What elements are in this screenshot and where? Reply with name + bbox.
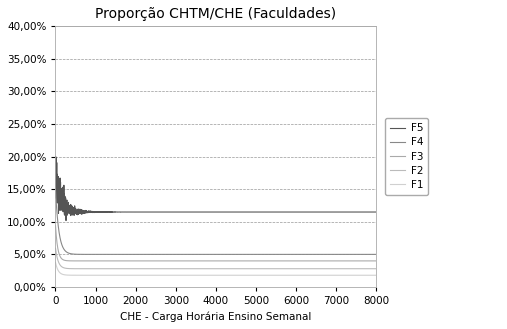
F3 <box>68 259 75 263</box>
F1 <box>151 273 157 277</box>
F5 <box>68 210 75 214</box>
F5 <box>63 218 69 222</box>
F3 <box>307 259 313 263</box>
F3 <box>242 259 248 263</box>
F5 <box>256 210 262 214</box>
F2 <box>307 267 313 271</box>
F3 <box>256 259 262 263</box>
F5 <box>169 210 175 214</box>
F5 <box>291 210 297 214</box>
F2 <box>373 267 379 271</box>
F2 <box>153 267 159 271</box>
F1 <box>169 273 175 277</box>
F2 <box>290 267 296 271</box>
F1 <box>307 273 313 277</box>
F1 <box>68 273 75 277</box>
F3 <box>52 224 58 228</box>
F2 <box>256 267 262 271</box>
F4 <box>68 252 75 256</box>
F4 <box>256 252 262 256</box>
F3 <box>373 259 379 263</box>
F4 <box>373 252 379 256</box>
F2 <box>68 267 75 271</box>
F4 <box>168 252 174 256</box>
Legend: F5, F4, F3, F2, F1: F5, F4, F3, F2, F1 <box>385 118 428 195</box>
F4 <box>242 252 248 256</box>
F5 <box>373 210 379 214</box>
F3 <box>169 259 175 263</box>
F4 <box>307 252 313 256</box>
F2 <box>242 267 248 271</box>
F1 <box>290 273 296 277</box>
F1 <box>242 273 248 277</box>
F3 <box>135 259 141 263</box>
F5 <box>52 165 58 169</box>
Line: F3: F3 <box>55 226 376 261</box>
Line: F2: F2 <box>55 248 376 269</box>
F4 <box>179 252 185 256</box>
F1 <box>52 261 58 265</box>
F2 <box>169 267 175 271</box>
F1 <box>373 273 379 277</box>
F1 <box>256 273 262 277</box>
F2 <box>52 246 58 250</box>
F5 <box>53 155 59 159</box>
X-axis label: CHE - Carga Horária Ensino Semanal: CHE - Carga Horária Ensino Semanal <box>120 312 311 322</box>
Line: F4: F4 <box>55 190 376 254</box>
F3 <box>290 259 296 263</box>
F5 <box>242 210 248 214</box>
Line: F5: F5 <box>55 157 376 220</box>
Title: Proporção CHTM/CHE (Faculdades): Proporção CHTM/CHE (Faculdades) <box>95 7 336 21</box>
F5 <box>307 210 313 214</box>
F4 <box>52 188 58 192</box>
Line: F1: F1 <box>55 263 376 275</box>
F4 <box>290 252 296 256</box>
